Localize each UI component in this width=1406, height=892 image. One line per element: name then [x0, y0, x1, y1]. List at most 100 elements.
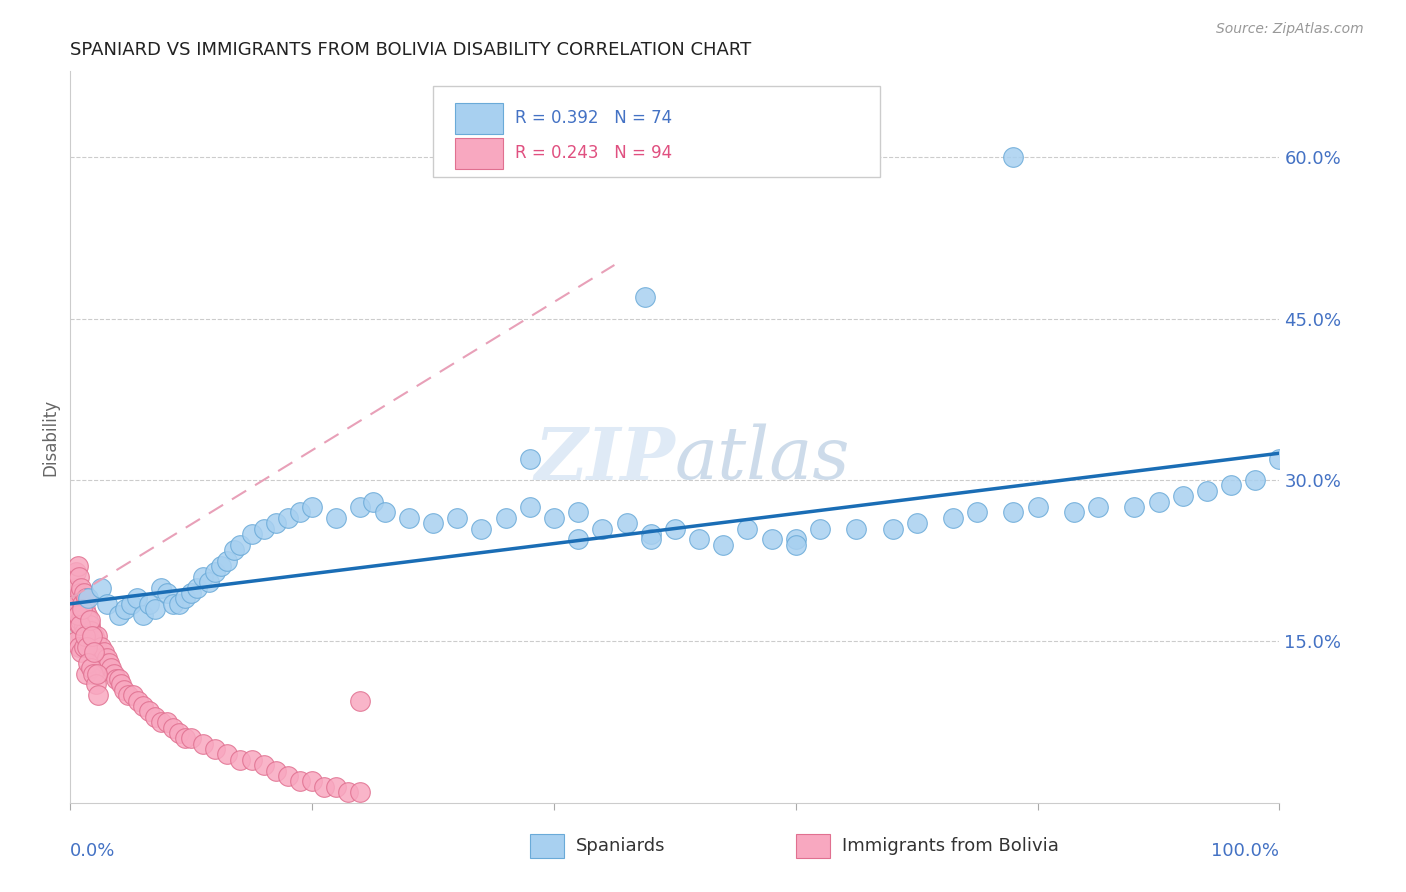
- Text: SPANIARD VS IMMIGRANTS FROM BOLIVIA DISABILITY CORRELATION CHART: SPANIARD VS IMMIGRANTS FROM BOLIVIA DISA…: [70, 41, 752, 59]
- Point: [808, 521, 831, 535]
- Point: [87, 688, 110, 702]
- FancyBboxPatch shape: [530, 834, 564, 858]
- Point: [65, 634, 87, 648]
- Text: Immigrants from Bolivia: Immigrants from Bolivia: [842, 837, 1059, 855]
- Point: [942, 510, 965, 524]
- Point: [1195, 483, 1218, 498]
- Point: [67, 640, 90, 654]
- Point: [69, 618, 91, 632]
- Point: [180, 731, 202, 746]
- Point: [1123, 500, 1146, 514]
- Point: [72, 602, 94, 616]
- Point: [138, 705, 160, 719]
- Point: [162, 597, 184, 611]
- Point: [72, 607, 94, 622]
- Point: [72, 640, 94, 654]
- Point: [1268, 451, 1291, 466]
- Point: [138, 597, 160, 611]
- Point: [76, 640, 98, 654]
- Point: [1026, 500, 1049, 514]
- Point: [76, 640, 98, 654]
- Point: [785, 538, 807, 552]
- Point: [737, 521, 759, 535]
- Point: [174, 591, 197, 606]
- Point: [519, 500, 541, 514]
- Point: [193, 737, 215, 751]
- Point: [1171, 489, 1194, 503]
- Point: [63, 591, 86, 606]
- Point: [845, 521, 868, 535]
- Point: [75, 666, 97, 681]
- Point: [361, 494, 384, 508]
- Point: [67, 618, 90, 632]
- Text: ZIP: ZIP: [534, 424, 675, 494]
- Point: [143, 710, 166, 724]
- Point: [905, 516, 928, 530]
- Point: [761, 533, 783, 547]
- Point: [398, 510, 420, 524]
- Point: [1063, 505, 1085, 519]
- Point: [240, 753, 263, 767]
- Point: [228, 753, 250, 767]
- Point: [664, 521, 686, 535]
- Point: [77, 656, 100, 670]
- Point: [80, 629, 103, 643]
- Point: [616, 516, 638, 530]
- Point: [640, 527, 662, 541]
- Point: [1244, 473, 1267, 487]
- Point: [567, 533, 589, 547]
- Text: R = 0.392   N = 74: R = 0.392 N = 74: [515, 109, 672, 128]
- Point: [217, 747, 239, 762]
- Point: [349, 785, 371, 799]
- Point: [198, 575, 221, 590]
- Point: [640, 533, 662, 547]
- Point: [77, 629, 100, 643]
- Point: [72, 597, 94, 611]
- Point: [73, 624, 96, 638]
- Text: atlas: atlas: [675, 424, 851, 494]
- Point: [77, 613, 100, 627]
- Point: [1002, 150, 1025, 164]
- Point: [162, 721, 184, 735]
- Point: [125, 591, 148, 606]
- Point: [174, 731, 197, 746]
- Point: [103, 666, 125, 681]
- Point: [94, 656, 117, 670]
- Point: [112, 682, 135, 697]
- Point: [89, 645, 111, 659]
- Point: [114, 602, 136, 616]
- Point: [98, 656, 121, 670]
- Point: [966, 505, 988, 519]
- Point: [711, 538, 734, 552]
- Point: [75, 629, 97, 643]
- Point: [65, 565, 87, 579]
- Point: [211, 559, 233, 574]
- Text: Source: ZipAtlas.com: Source: ZipAtlas.com: [1216, 22, 1364, 37]
- Point: [117, 688, 139, 702]
- Point: [288, 505, 311, 519]
- Point: [688, 533, 710, 547]
- FancyBboxPatch shape: [454, 138, 503, 169]
- Point: [83, 629, 105, 643]
- Point: [93, 645, 115, 659]
- Point: [90, 581, 111, 595]
- Point: [69, 613, 91, 627]
- Point: [633, 290, 655, 304]
- Point: [120, 597, 142, 611]
- Point: [86, 629, 108, 643]
- Point: [66, 607, 89, 622]
- Point: [301, 500, 323, 514]
- Point: [349, 693, 371, 707]
- Point: [100, 661, 122, 675]
- Point: [80, 661, 103, 675]
- Y-axis label: Disability: Disability: [41, 399, 59, 475]
- Point: [422, 516, 444, 530]
- Point: [1220, 478, 1243, 492]
- Point: [91, 650, 114, 665]
- Point: [1087, 500, 1109, 514]
- Point: [240, 527, 263, 541]
- Point: [96, 597, 118, 611]
- Point: [253, 758, 276, 772]
- Point: [193, 570, 215, 584]
- FancyBboxPatch shape: [454, 103, 503, 134]
